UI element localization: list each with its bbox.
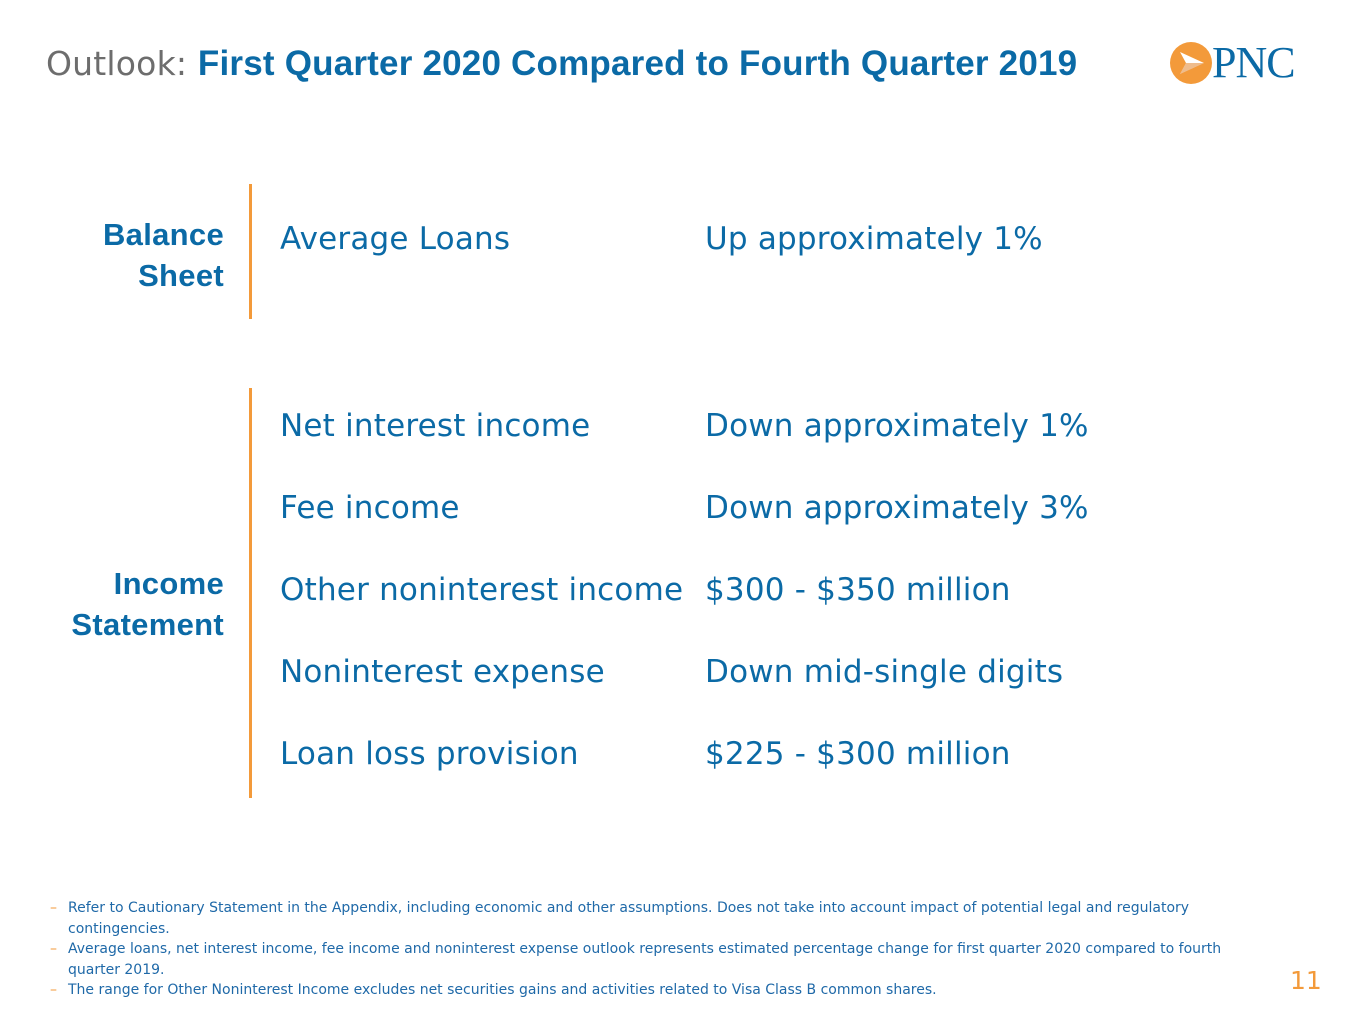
pnc-triangle-logo-icon bbox=[1170, 42, 1212, 84]
row-label-noninterest-expense: Noninterest expense bbox=[280, 654, 605, 690]
title-main: First Quarter 2020 Compared to Fourth Qu… bbox=[197, 44, 1078, 83]
footnotes: – Refer to Cautionary Statement in the A… bbox=[50, 898, 1240, 1001]
footnote-dash: – bbox=[50, 900, 57, 916]
row-value-noninterest-expense: Down mid-single digits bbox=[705, 654, 1064, 690]
row-value-net-interest-income: Down approximately 1% bbox=[705, 408, 1089, 444]
row-value-average-loans: Up approximately 1% bbox=[705, 221, 1043, 257]
balance-sheet-label-line1: Balance bbox=[103, 217, 224, 252]
page-number: 11 bbox=[1290, 966, 1322, 995]
footnote-dash: – bbox=[50, 982, 57, 998]
row-label-net-interest-income: Net interest income bbox=[280, 408, 591, 444]
row-value-fee-income: Down approximately 3% bbox=[705, 490, 1089, 526]
row-label-loan-loss-provision: Loan loss provision bbox=[280, 736, 579, 772]
row-value-loan-loss-provision: $225 - $300 million bbox=[705, 736, 1011, 772]
balance-sheet-label: Balance Sheet bbox=[103, 214, 224, 296]
footnote-item: – Average loans, net interest income, fe… bbox=[50, 939, 1240, 980]
row-label-other-noninterest-income: Other noninterest income bbox=[280, 572, 684, 608]
footnote-text: The range for Other Noninterest Income e… bbox=[68, 982, 937, 998]
pnc-logo: PNC bbox=[1168, 38, 1328, 90]
footnote-dash: – bbox=[50, 941, 57, 957]
income-statement-label: Income Statement bbox=[71, 563, 224, 645]
income-statement-divider bbox=[249, 388, 252, 798]
row-label-fee-income: Fee income bbox=[280, 490, 460, 526]
title-prefix: Outlook: bbox=[46, 44, 188, 83]
footnote-text: Refer to Cautionary Statement in the App… bbox=[68, 900, 1190, 937]
income-statement-label-line1: Income bbox=[113, 566, 224, 601]
footnote-text: Average loans, net interest income, fee … bbox=[68, 941, 1222, 978]
page-title: Outlook: First Quarter 2020 Compared to … bbox=[46, 44, 1077, 84]
footnote-item: – Refer to Cautionary Statement in the A… bbox=[50, 898, 1240, 939]
footnote-item: – The range for Other Noninterest Income… bbox=[50, 980, 1240, 1001]
income-statement-label-line2: Statement bbox=[71, 607, 224, 642]
logo-text: PNC bbox=[1212, 38, 1296, 87]
balance-sheet-divider bbox=[249, 184, 252, 319]
balance-sheet-label-line2: Sheet bbox=[138, 258, 224, 293]
row-label-average-loans: Average Loans bbox=[280, 221, 511, 257]
row-value-other-noninterest-income: $300 - $350 million bbox=[705, 572, 1011, 608]
